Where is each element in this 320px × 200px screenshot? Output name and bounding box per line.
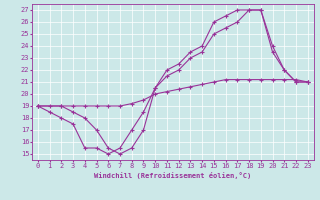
X-axis label: Windchill (Refroidissement éolien,°C): Windchill (Refroidissement éolien,°C) [94,172,252,179]
